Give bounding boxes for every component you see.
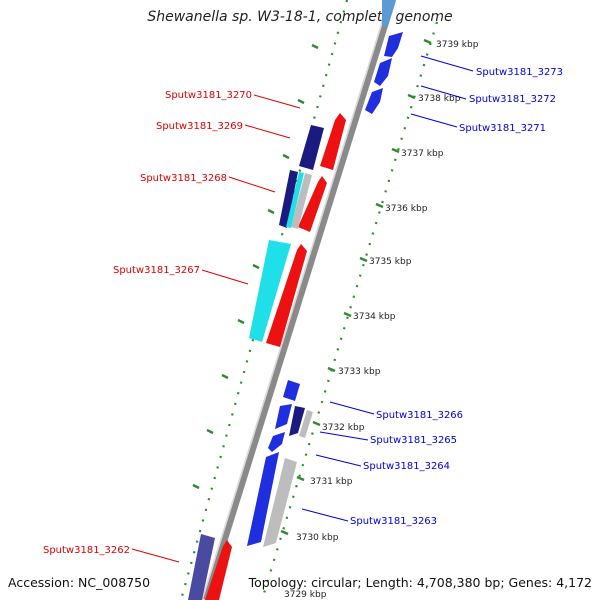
outer-tick-ring [260,21,439,600]
gene-sputw3181-3272[interactable] [374,58,392,86]
gene-sputw3181-3262[interactable] [188,534,215,600]
gene-label-3271[interactable]: Sputw3181_3271 [459,123,546,134]
tick-label-3735: 3735 kbp [369,257,412,267]
gene-label-3268[interactable]: Sputw3181_3268 [140,173,227,184]
gene-sputw3181-3271[interactable] [365,88,383,114]
inner-tick-ring [179,0,349,600]
reverse-genes [188,113,346,600]
gene-sputw3181-3268-navy[interactable] [279,170,298,228]
gene-sputw3181-3273[interactable] [382,0,396,26]
gene-sputw3181-3263[interactable] [263,458,297,547]
gene-label-3262[interactable]: Sputw3181_3262 [43,545,130,556]
gene-sputw3181-3264[interactable] [247,452,279,546]
gene-label-3266[interactable]: Sputw3181_3266 [376,410,463,421]
tick-label-3737: 3737 kbp [401,149,444,159]
tick-label-3729: 3729 kbp [284,590,327,600]
scale-labels: 3739 kbp 3738 kbp 3737 kbp 3736 kbp 3735… [284,40,479,600]
gene-label-3269[interactable]: Sputw3181_3269 [156,121,243,132]
major-ticks [192,38,432,536]
gene-sputw3181-3268-gray[interactable] [291,173,312,229]
tick-label-3731: 3731 kbp [310,477,353,487]
gene-label-3263[interactable]: Sputw3181_3263 [350,516,437,527]
genome-summary-text: Topology: circular; Length: 4,708,380 bp… [248,575,592,590]
map-title: Shewanella sp. W3-18-1, complete genome [147,9,453,25]
gene-sputw3181-3269[interactable] [299,125,324,170]
gene-gray-small[interactable] [299,410,313,438]
gene-label-3270[interactable]: Sputw3181_3270 [165,90,252,101]
gene-sputw3181-3265c[interactable] [268,432,285,452]
gene-sputw3181-3267[interactable] [249,240,291,342]
gene-sputw3181-3265b[interactable] [289,406,305,436]
tick-label-3738: 3738 kbp [418,94,461,104]
gene-sputw3181-3266[interactable] [283,380,300,401]
tick-label-3730: 3730 kbp [296,533,339,543]
gene-sputw3181-3270[interactable] [320,113,346,170]
forward-genes [247,0,403,547]
gene-labels: Sputw3181_3273 Sputw3181_3272 Sputw3181_… [43,67,563,556]
gene-label-3273[interactable]: Sputw3181_3273 [476,67,563,78]
gene-sputw3181-3268[interactable] [298,176,327,232]
gene-label-3267[interactable]: Sputw3181_3267 [113,265,200,276]
genome-backbone [201,0,396,600]
gene-sputw3181-3265[interactable] [275,404,292,429]
gene-label-3272[interactable]: Sputw3181_3272 [469,94,556,105]
tick-label-3736: 3736 kbp [385,204,428,214]
tick-label-3732: 3732 kbp [322,423,365,433]
gene-label-3265[interactable]: Sputw3181_3265 [370,435,457,446]
label-leaders [131,55,474,563]
tick-label-3733: 3733 kbp [338,367,381,377]
gene-sputw3181-3267-red[interactable] [266,244,307,347]
gene-sputw3181-3268-cyan[interactable] [286,172,304,228]
tick-label-3739: 3739 kbp [436,40,479,50]
accession-text: Accession: NC_008750 [8,575,151,590]
tick-label-3734: 3734 kbp [353,312,396,322]
gene-sputw3181-3273-arrow[interactable] [384,32,403,57]
gene-sputw3181-3262-red[interactable] [205,540,232,600]
gene-label-3264[interactable]: Sputw3181_3264 [363,461,450,472]
